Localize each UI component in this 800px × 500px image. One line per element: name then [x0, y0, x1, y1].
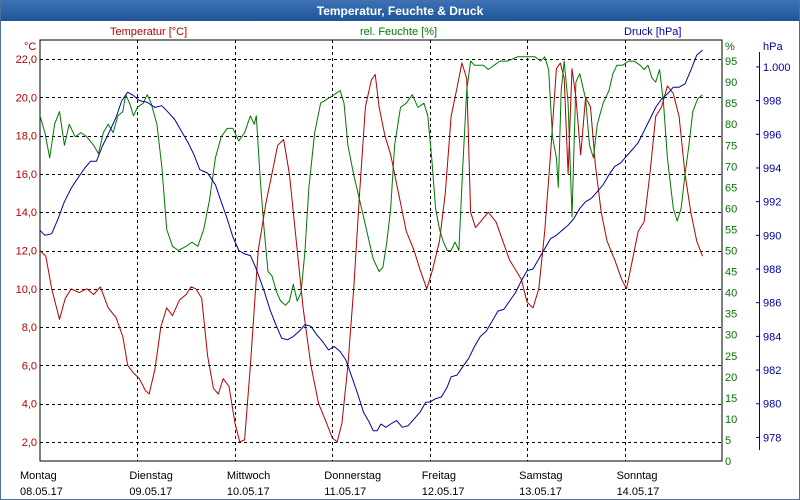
title-bar: Temperatur, Feuchte & Druck: [1, 1, 799, 21]
x-date-label: 08.05.17: [20, 486, 63, 498]
pressure-tick-label: 986: [763, 298, 781, 310]
pressure-tick-label: 980: [763, 399, 781, 411]
temp-tick-label: 14,0: [16, 207, 37, 219]
pressure-tick-label: 988: [763, 264, 781, 276]
chart-title: Temperatur, Feuchte & Druck: [316, 4, 484, 18]
series-line-press: [39, 49, 703, 432]
humidity-tick-label: 75: [725, 140, 737, 152]
humidity-tick-label: 25: [725, 351, 737, 363]
temp-tick-label: 12,0: [16, 246, 37, 258]
legend-humidity: rel. Feuchte [%]: [360, 26, 437, 38]
temp-tick-label: 18,0: [16, 131, 37, 143]
temp-tick-label: 4,0: [22, 399, 37, 411]
x-date-label: 09.05.17: [129, 486, 172, 498]
humidity-tick-label: 65: [725, 182, 737, 194]
temp-tick-label: 6,0: [22, 360, 37, 372]
temp-tick-label: 8,0: [22, 322, 37, 334]
legend-temperature: Temperatur [°C]: [110, 26, 187, 38]
pressure-tick-label: 982: [763, 365, 781, 377]
x-day-label: Montag: [20, 470, 57, 482]
x-day-label: Dienstag: [129, 470, 172, 482]
humidity-tick-label: 30: [725, 330, 737, 342]
pressure-tick-label: 992: [763, 197, 781, 209]
pressure-unit-label: hPa: [763, 41, 783, 53]
humidity-tick-label: 40: [725, 288, 737, 300]
pressure-tick-label: 978: [763, 432, 781, 444]
humidity-tick-label: 35: [725, 309, 737, 321]
plot-frame: [39, 39, 723, 462]
x-date-label: 12.05.17: [422, 486, 465, 498]
series-lines: [39, 49, 703, 443]
x-date-label: 14.05.17: [617, 486, 660, 498]
humidity-tick-label: 70: [725, 161, 737, 173]
humidity-tick-label: 60: [725, 203, 737, 215]
humidity-tick-label: 95: [725, 56, 737, 68]
legend-pressure: Druck [hPa]: [624, 26, 681, 38]
x-day-label: Freitag: [422, 470, 456, 482]
humidity-tick-label: 0: [725, 456, 731, 468]
pressure-tick-label: 1.000: [763, 62, 791, 74]
pressure-tick-label: 994: [763, 163, 781, 175]
axis-labels: 2,0 4,0 6,0 8,0 10,0 12,0 14,0 16,0 18,0 20,0 22,0…: [16, 26, 791, 498]
temp-tick-label: 20,0: [16, 92, 37, 104]
humidity-tick-label: 50: [725, 246, 737, 258]
temp-tick-label: 2,0: [22, 437, 37, 449]
humidity-tick-label: 20: [725, 372, 737, 384]
series-line-hum: [39, 56, 703, 306]
temp-tick-label: 22,0: [16, 54, 37, 66]
grid-lines: [39, 39, 723, 462]
pressure-tick-label: 990: [763, 230, 781, 242]
humidity-tick-label: 90: [725, 77, 737, 89]
series-line-temp: [39, 62, 703, 443]
x-date-label: 13.05.17: [519, 486, 562, 498]
temp-unit-label: °C: [24, 41, 36, 53]
temp-tick-label: 16,0: [16, 169, 37, 181]
x-day-label: Samstag: [519, 470, 562, 482]
x-date-label: 10.05.17: [227, 486, 270, 498]
humidity-tick-label: 80: [725, 119, 737, 131]
temp-tick-label: 10,0: [16, 284, 37, 296]
pressure-tick-label: 984: [763, 331, 781, 343]
humidity-tick-label: 5: [725, 435, 731, 447]
pressure-tick-label: 996: [763, 129, 781, 141]
x-day-label: Mittwoch: [227, 470, 270, 482]
humidity-tick-label: 15: [725, 393, 737, 405]
pressure-tick-label: 998: [763, 96, 781, 108]
humidity-tick-label: 55: [725, 224, 737, 236]
x-day-label: Sonntag: [617, 470, 658, 482]
humidity-tick-label: 10: [725, 414, 737, 426]
humidity-tick-label: 45: [725, 267, 737, 279]
x-date-label: 11.05.17: [324, 486, 366, 498]
humidity-tick-label: 85: [725, 98, 737, 110]
x-day-label: Donnerstag: [324, 470, 381, 482]
humidity-unit-label: %: [725, 41, 735, 53]
